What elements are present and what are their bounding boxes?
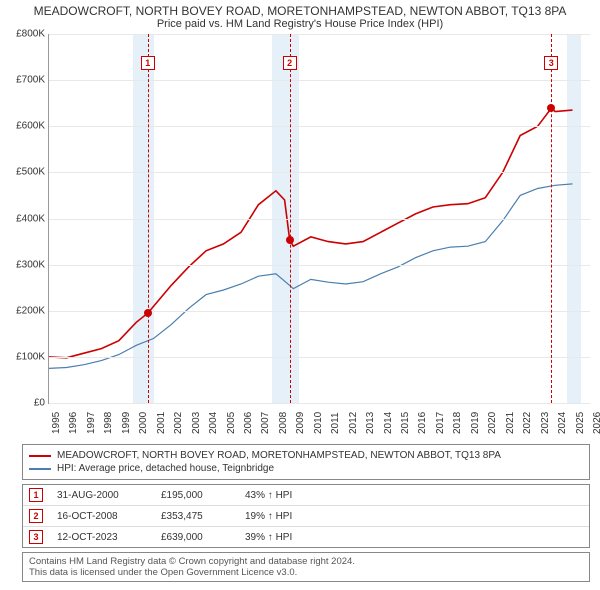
x-axis-label: 2008 xyxy=(278,412,289,434)
marker-price: £639,000 xyxy=(161,532,231,543)
x-axis-label: 1999 xyxy=(121,412,132,434)
chart-marker-box: 1 xyxy=(141,56,155,70)
marker-price: £195,000 xyxy=(161,490,231,501)
footer-attribution: Contains HM Land Registry data © Crown c… xyxy=(22,552,590,582)
chart-subtitle: Price paid vs. HM Land Registry's House … xyxy=(0,18,600,34)
x-axis-label: 2014 xyxy=(383,412,394,434)
marker-row-3: 3 12-OCT-2023 £639,000 39% ↑ HPI xyxy=(23,526,589,547)
footer-line2: This data is licensed under the Open Gov… xyxy=(29,567,583,578)
legend-swatch xyxy=(29,468,51,470)
y-axis-label: £400K xyxy=(16,213,49,224)
x-axis-label: 2001 xyxy=(156,412,167,434)
chart-title: MEADOWCROFT, NORTH BOVEY ROAD, MORETONHA… xyxy=(0,0,600,18)
x-axis-label: 2013 xyxy=(365,412,376,434)
footer-line1: Contains HM Land Registry data © Crown c… xyxy=(29,556,583,567)
y-axis-label: £700K xyxy=(16,75,49,86)
x-axis-label: 2024 xyxy=(557,412,568,434)
y-axis-label: £800K xyxy=(16,29,49,40)
marker-date: 31-AUG-2000 xyxy=(57,490,147,501)
legend-row-subject: MEADOWCROFT, NORTH BOVEY ROAD, MORETONHA… xyxy=(29,449,583,462)
x-axis-label: 2015 xyxy=(400,412,411,434)
y-axis-label: £500K xyxy=(16,167,49,178)
x-axis-label: 2022 xyxy=(522,412,533,434)
y-axis-label: £300K xyxy=(16,259,49,270)
legend: MEADOWCROFT, NORTH BOVEY ROAD, MORETONHA… xyxy=(22,444,590,480)
x-axis-label: 2025 xyxy=(575,412,586,434)
marker-table: 1 31-AUG-2000 £195,000 43% ↑ HPI 2 16-OC… xyxy=(22,484,590,548)
x-axis-label: 2002 xyxy=(173,412,184,434)
x-axis-label: 2000 xyxy=(138,412,149,434)
x-axis-label: 2007 xyxy=(260,412,271,434)
x-axis-label: 2017 xyxy=(435,412,446,434)
x-axis-label: 2018 xyxy=(452,412,463,434)
x-axis-label: 1995 xyxy=(51,412,62,434)
legend-label: MEADOWCROFT, NORTH BOVEY ROAD, MORETONHA… xyxy=(57,450,501,461)
x-axis-label: 2026 xyxy=(592,412,600,434)
y-axis-label: £100K xyxy=(16,351,49,362)
chart-marker-box: 3 xyxy=(544,56,558,70)
y-axis-label: £0 xyxy=(34,398,49,409)
x-axis-label: 2023 xyxy=(540,412,551,434)
x-axis-label: 2005 xyxy=(226,412,237,434)
legend-label: HPI: Average price, detached house, Teig… xyxy=(57,463,274,474)
marker-row-1: 1 31-AUG-2000 £195,000 43% ↑ HPI xyxy=(23,485,589,505)
marker-pct: 39% ↑ HPI xyxy=(245,532,292,543)
x-axis-label: 2019 xyxy=(470,412,481,434)
x-axis-label: 1998 xyxy=(103,412,114,434)
marker-row-2: 2 16-OCT-2008 £353,475 19% ↑ HPI xyxy=(23,505,589,526)
x-axis-label: 2010 xyxy=(313,412,324,434)
marker-number-box: 2 xyxy=(29,509,43,523)
x-axis-label: 2004 xyxy=(208,412,219,434)
x-axis-label: 2009 xyxy=(295,412,306,434)
y-axis-label: £200K xyxy=(16,305,49,316)
marker-number-box: 1 xyxy=(29,488,43,502)
x-axis-label: 1996 xyxy=(68,412,79,434)
x-axis-labels: 1995 1996 1997 1998 1999 2000 2001 2002 2003 2004… xyxy=(48,404,590,438)
chart-plot-area: £0£100K£200K£300K£400K£500K£600K£700K£80… xyxy=(48,34,590,404)
x-axis-label: 2021 xyxy=(505,412,516,434)
marker-pct: 19% ↑ HPI xyxy=(245,511,292,522)
x-axis-label: 2011 xyxy=(330,412,341,434)
x-axis-label: 2020 xyxy=(487,412,498,434)
x-axis-label: 2016 xyxy=(417,412,428,434)
chart-marker-box: 2 xyxy=(283,56,297,70)
legend-row-hpi: HPI: Average price, detached house, Teig… xyxy=(29,462,583,475)
marker-price: £353,475 xyxy=(161,511,231,522)
x-axis-label: 2012 xyxy=(348,412,359,434)
x-axis-label: 1997 xyxy=(86,412,97,434)
marker-date: 12-OCT-2023 xyxy=(57,532,147,543)
marker-date: 16-OCT-2008 xyxy=(57,511,147,522)
legend-swatch xyxy=(29,455,51,457)
y-axis-label: £600K xyxy=(16,121,49,132)
marker-pct: 43% ↑ HPI xyxy=(245,490,292,501)
chart-container: MEADOWCROFT, NORTH BOVEY ROAD, MORETONHA… xyxy=(0,0,600,590)
x-axis-label: 2003 xyxy=(191,412,202,434)
x-axis-label: 2006 xyxy=(243,412,254,434)
marker-number-box: 3 xyxy=(29,530,43,544)
